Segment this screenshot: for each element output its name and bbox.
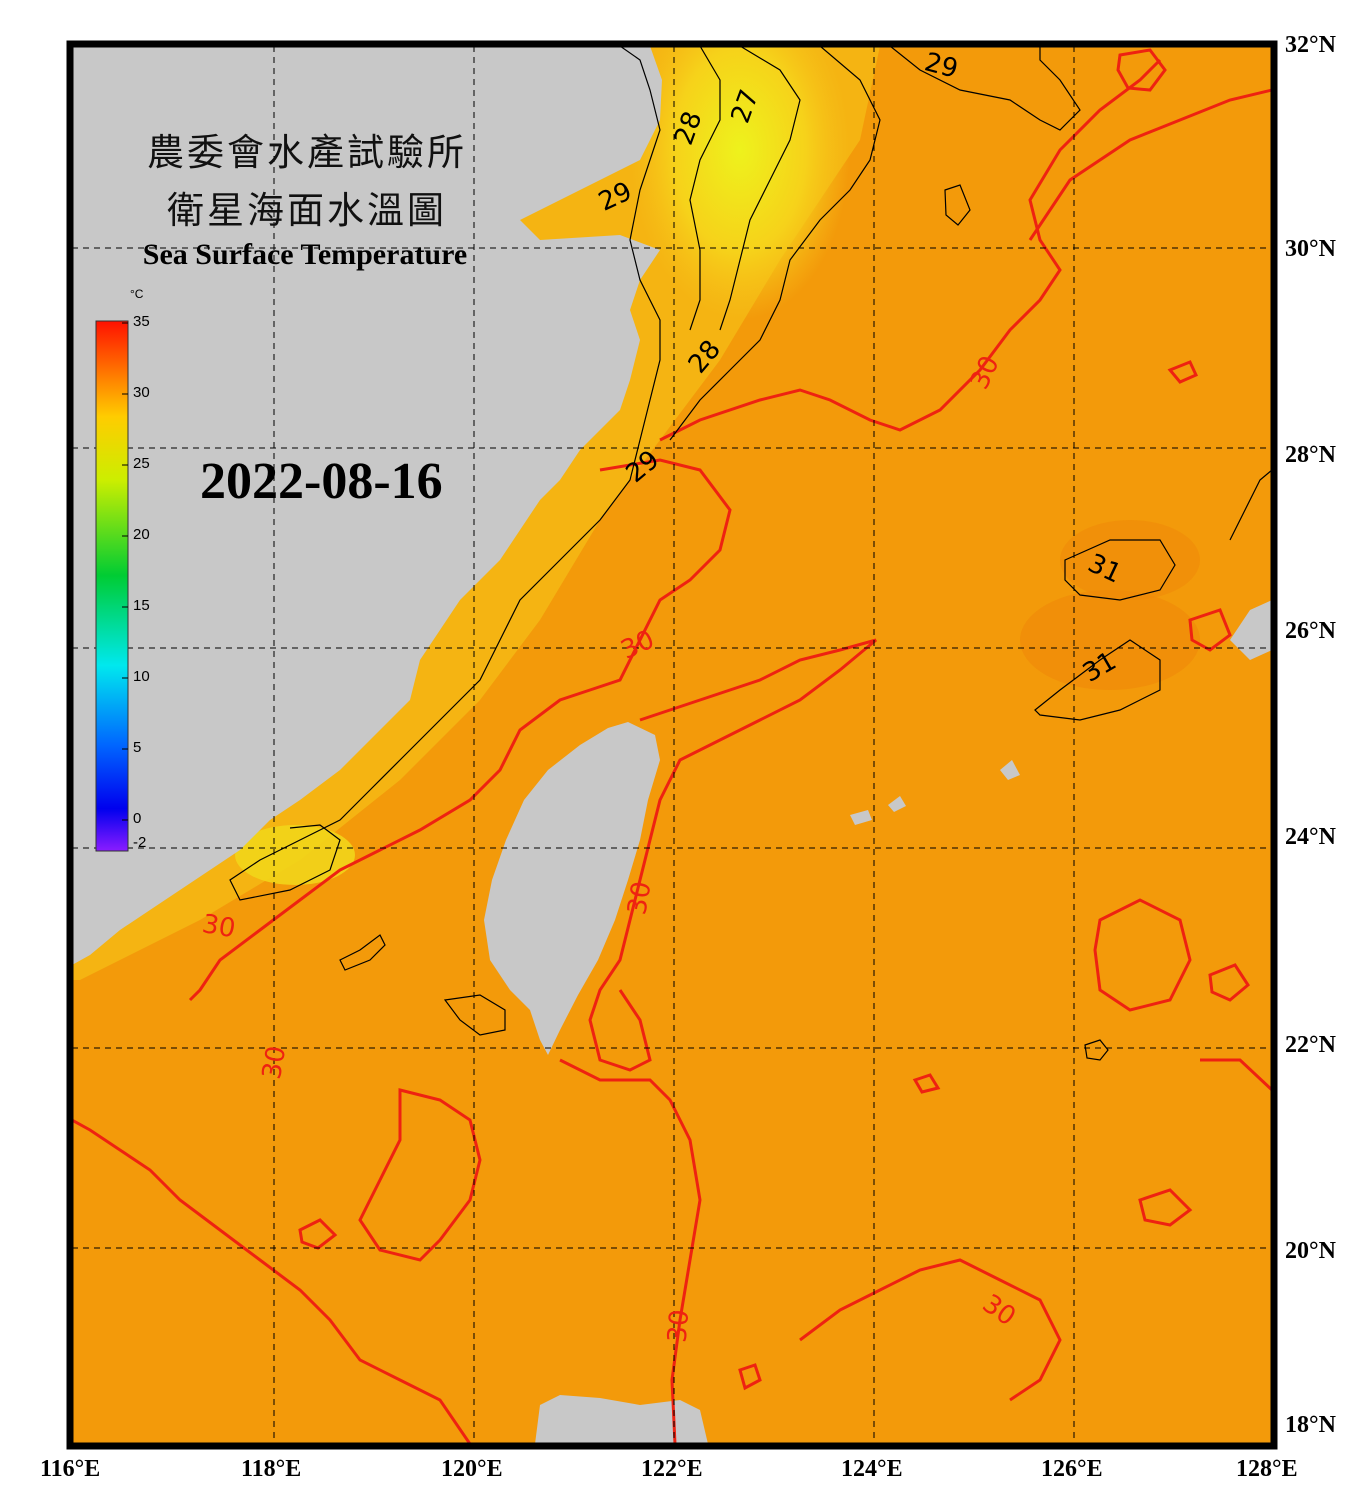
colorbar-tick: 5	[133, 739, 142, 756]
lon-label: 116°E	[40, 1456, 101, 1482]
graticule	[72, 46, 1272, 1444]
land-islands-ryukyu	[850, 760, 1020, 825]
lon-label: 128°E	[1236, 1456, 1298, 1482]
lat-label: 18°N	[1285, 1412, 1336, 1438]
lon-label: 120°E	[441, 1456, 503, 1482]
lat-label: 22°N	[1285, 1032, 1336, 1058]
colorbar-unit: °C	[130, 287, 144, 301]
colorbar	[95, 320, 129, 852]
lon-label: 124°E	[841, 1456, 903, 1482]
map-frame	[66, 40, 1278, 1450]
title-en: Sea Surface Temperature	[142, 238, 468, 271]
colorbar-tick: 25	[133, 455, 150, 472]
label-30b: 30	[200, 909, 238, 944]
colorbar-ticks	[122, 322, 128, 821]
colorbar-tick: 10	[133, 668, 150, 685]
colorbar-tick: -2	[133, 834, 147, 851]
warm-patch-east	[1020, 590, 1200, 690]
label-30f: 30	[663, 1308, 696, 1344]
land-luzon	[535, 1395, 708, 1444]
cold-spot-strait	[235, 825, 355, 885]
title-zh-line1: 農委會水產試驗所	[147, 131, 467, 174]
cold-tongue	[630, 46, 850, 320]
lat-label: 32°N	[1285, 32, 1336, 58]
lon-label: 122°E	[641, 1456, 703, 1482]
lat-label: 24°N	[1285, 824, 1336, 850]
isotherms-other	[229, 46, 1272, 1061]
land-china	[72, 46, 662, 965]
land-taiwan	[484, 722, 660, 1055]
colorbar-tick: 20	[133, 526, 150, 543]
lon-label: 118°E	[241, 1456, 302, 1482]
title-zh-line2: 衛星海面水溫圖	[167, 189, 447, 232]
colorbar-tick: 0	[133, 810, 142, 827]
colorbar-tick: 35	[133, 313, 150, 330]
lat-label: 20°N	[1285, 1238, 1336, 1264]
lat-label: 28°N	[1285, 442, 1336, 468]
colorbar-tick: 15	[133, 597, 150, 614]
date-label: 2022-08-16	[200, 453, 443, 510]
lon-label: 126°E	[1041, 1456, 1103, 1482]
colorbar-tick: 30	[133, 384, 150, 401]
isotherms-30	[72, 48, 1272, 1444]
warm-patch-ne	[1060, 520, 1200, 600]
lat-label: 26°N	[1285, 618, 1336, 644]
label-30d: 30	[257, 1044, 292, 1082]
land-okinawa	[1230, 600, 1272, 660]
lat-label: 30°N	[1285, 236, 1336, 262]
label-30e: 30	[622, 879, 657, 917]
